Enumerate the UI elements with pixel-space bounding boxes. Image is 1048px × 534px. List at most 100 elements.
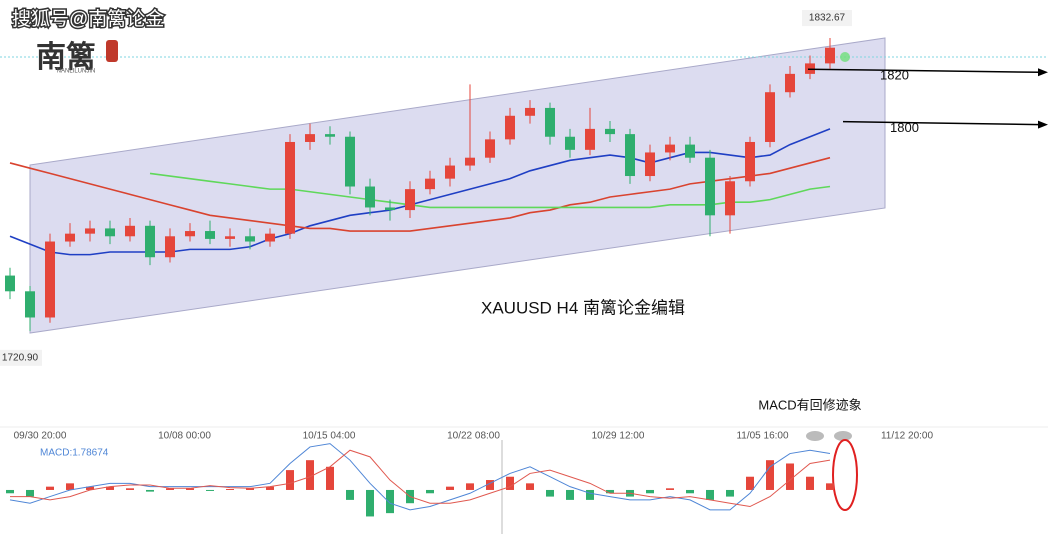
candle-body [85,228,95,234]
macd-bar [146,489,154,492]
candle-body [405,189,415,211]
watermark: 搜狐号@南篱论金 [12,8,164,30]
chart-title: XAUUSD H4 南篱论金编辑 [481,298,685,317]
marker-dots [806,431,824,441]
candle-body [545,107,555,137]
x-tick-label: 09/30 20:00 [14,431,67,442]
x-tick-label: 10/08 00:00 [158,431,211,442]
candle-body [825,47,835,64]
candle-body [165,236,175,258]
signal-line [10,449,831,508]
macd-line [9,443,831,511]
logo-title: 南篱 [36,40,96,74]
candle-body [765,92,775,142]
candle-body [325,134,335,137]
macd-bar [526,483,534,490]
candle-body [625,134,635,177]
macd-bar [346,489,354,500]
candle-body [445,165,455,179]
macd-bar [766,460,774,490]
candle-body [565,136,575,150]
arrow-head [1038,120,1048,129]
candle-body [725,181,735,216]
candle-body [125,225,135,237]
candle-body [665,144,675,153]
macd-bar [806,476,814,490]
candle-body [785,73,795,93]
x-tick-label: 11/12 20:00 [881,431,934,442]
macd-bar [646,489,654,494]
level-label: 1800 [890,120,919,135]
macd-bar [426,489,434,494]
macd-bar [666,488,674,490]
candle-body [245,236,255,242]
level-arrow [842,120,1041,126]
candle-body [745,141,755,182]
macd-bar [566,489,574,500]
macd-bar [506,476,514,490]
candle-body [105,228,115,237]
candle-body [385,207,395,211]
macd-bar [46,486,54,490]
candle-body [465,157,475,166]
macd-bar [726,489,734,497]
candle-body [505,115,515,140]
level-label: 1820 [880,68,909,83]
trend-channel [29,37,886,334]
x-tick-label: 10/29 12:00 [592,431,645,442]
moving-average [149,172,831,209]
macd-bar [326,466,334,490]
candle-body [345,136,355,187]
high-label: 1832.67 [809,13,846,24]
macd-label: MACD:1.78674 [40,448,109,459]
candle-body [365,186,375,208]
candle-body [585,128,595,150]
annotation: MACD有回修迹象 [758,397,861,412]
x-tick-label: 10/22 08:00 [447,431,500,442]
macd-bar [486,480,494,490]
macd-bar [266,486,274,490]
macd-bar [306,460,314,490]
candle-body [305,134,315,142]
candle-body [265,233,275,242]
candle-body [205,231,215,239]
x-tick-label: 11/05 16:00 [736,431,789,442]
level-arrow [807,68,1041,74]
candle-body [685,144,695,158]
candle-body [705,157,715,216]
x-tick-label: 10/15 04:00 [303,431,356,442]
candle-body [5,275,15,292]
macd-bar [186,488,194,490]
macd-bar [286,470,294,490]
candle-body [185,231,195,237]
macd-bar [106,486,114,490]
macd-bar [746,476,754,490]
highlight-circle [832,439,858,511]
candle-body [525,107,535,116]
macd-bar [66,483,74,490]
candle-body [645,152,655,177]
macd-bar [586,489,594,500]
moving-average [9,156,831,232]
macd-bar [686,489,694,494]
candle-body [25,291,35,318]
candle-body [145,225,155,258]
candle-body [605,128,615,135]
macd-bar [226,488,234,490]
candle-body [225,236,235,239]
macd-bar [786,463,794,490]
price-label-bg [0,349,42,366]
last-price-dot [840,52,850,62]
macd-bar [826,483,834,490]
macd-bar [206,489,214,491]
macd-bar [386,489,394,514]
logo-subtitle: NANLILUNJIN [57,69,96,75]
candle-body [65,233,75,242]
macd-bar [606,489,614,494]
candle-body [285,141,295,234]
macd-bar [126,488,134,490]
candle-body [485,139,495,158]
macd-bar [6,489,14,494]
macd-bar [546,489,554,497]
